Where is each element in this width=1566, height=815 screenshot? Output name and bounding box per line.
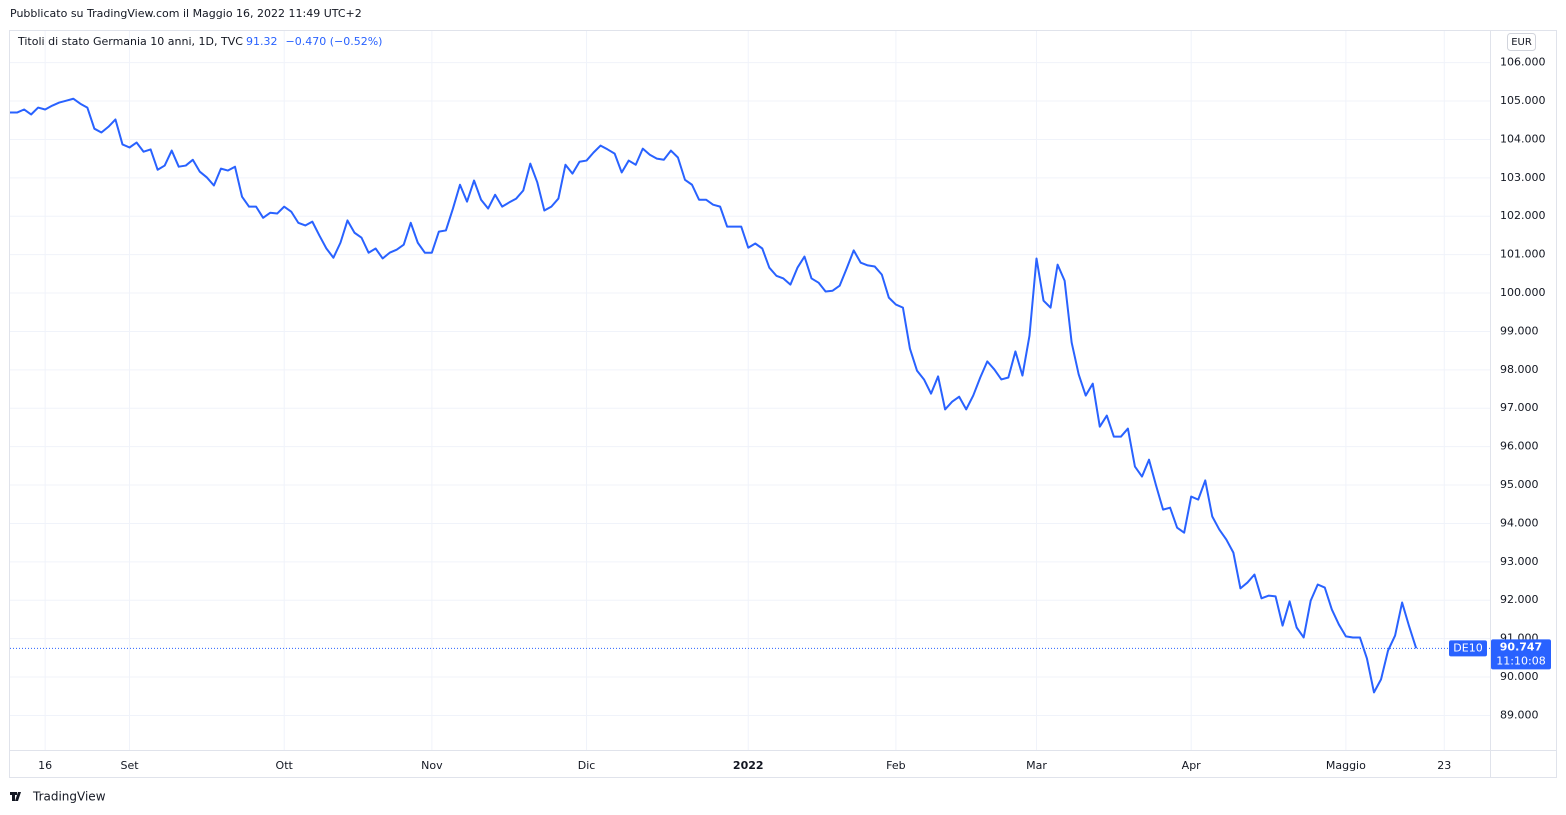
x-tick-label: 2022 (733, 759, 764, 772)
x-tick-label: 23 (1437, 759, 1451, 772)
y-tick-label: 106.000 (1500, 56, 1546, 69)
y-tick-label: 93.000 (1500, 555, 1539, 568)
brand-logo (10, 792, 21, 801)
price-tag-value: 90.747 (1500, 640, 1542, 653)
y-tick-label: 101.000 (1500, 248, 1546, 261)
published-note: Pubblicato su TradingView.com il Maggio … (10, 7, 362, 20)
x-tick-label: Mar (1026, 759, 1047, 772)
y-tick-label: 90.000 (1500, 670, 1539, 683)
y-tick-label: 96.000 (1500, 440, 1539, 453)
y-tick-label: 105.000 (1500, 94, 1546, 107)
frame (9, 30, 1557, 778)
symbol-title: Titoli di stato Germania 10 anni, 1D, TV… (17, 35, 243, 48)
y-tick-label: 102.000 (1500, 209, 1546, 222)
y-tick-label: 89.000 (1500, 708, 1539, 721)
y-tick-label: 103.000 (1500, 171, 1546, 184)
ticker-label: DE10 (1453, 641, 1482, 654)
x-tick-label: Apr (1182, 759, 1202, 772)
x-tick-label: 16 (38, 759, 52, 772)
price-tag (1491, 639, 1551, 670)
y-tick-label: 104.000 (1500, 132, 1546, 145)
price-tag-time: 11:10:08 (1496, 654, 1545, 667)
price-line (10, 97, 1418, 694)
currency-box[interactable] (1507, 33, 1536, 51)
x-tick-label: Nov (421, 759, 443, 772)
y-tick-label: 100.000 (1500, 286, 1546, 299)
y-tick-label: 92.000 (1500, 593, 1539, 606)
y-tick-label: 94.000 (1500, 516, 1539, 529)
x-tick-label: Feb (886, 759, 905, 772)
x-tick-label: Maggio (1326, 759, 1366, 772)
legend-last: 91.32 (246, 35, 278, 48)
ticker-tag (1449, 640, 1487, 657)
currency: EUR (1511, 37, 1532, 48)
legend-change: −0.470 (−0.52%) (286, 35, 383, 48)
x-tick-label: Ott (276, 759, 294, 772)
y-tick-label: 99.000 (1500, 324, 1539, 337)
y-tick-label: 95.000 (1500, 478, 1539, 491)
brand: TradingView (32, 790, 106, 804)
y-tick-label: 98.000 (1500, 363, 1539, 376)
x-tick-label: Set (120, 759, 139, 772)
y-tick-label: 97.000 (1500, 401, 1539, 414)
x-tick-label: Dic (578, 759, 596, 772)
